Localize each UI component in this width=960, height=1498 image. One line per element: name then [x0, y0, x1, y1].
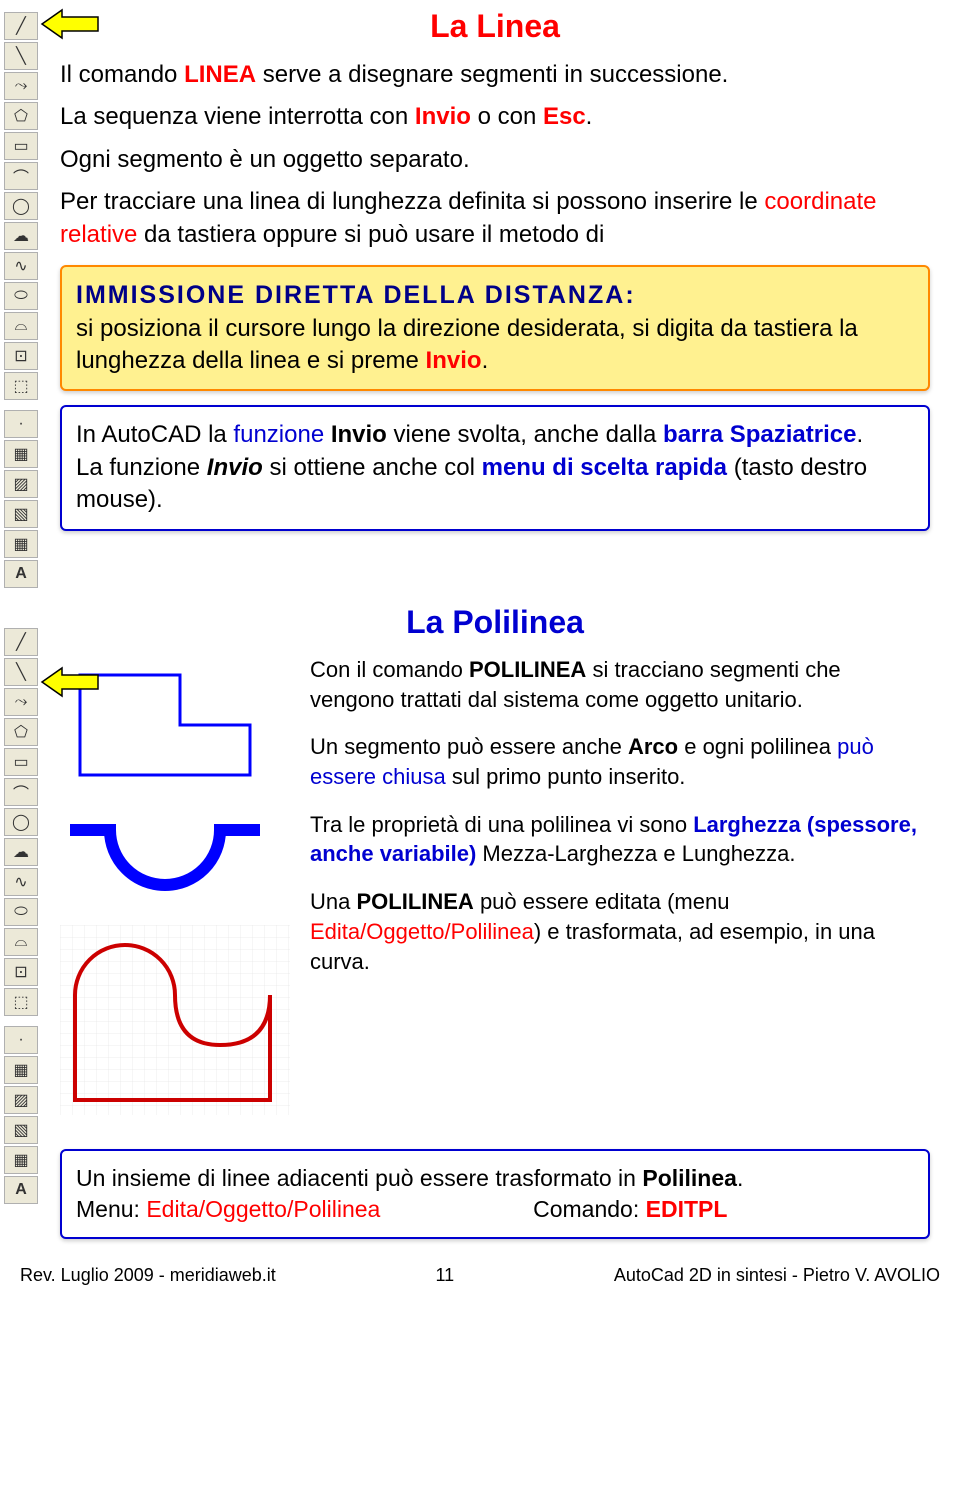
tool-block[interactable]: ⊡	[4, 342, 38, 370]
draw-toolbar-1: ╱ ╲ ⤳ ⬠ ▭ ⌒ ◯ ☁ ∿ ⬭ ⌓ ⊡ ⬚ · ▦ ▨ ▧ ▦ A	[4, 8, 42, 588]
tool-rect-2[interactable]: ▭	[4, 748, 38, 776]
tool-polygon-2[interactable]: ⬠	[4, 718, 38, 746]
tool-blockcreate-2[interactable]: ⬚	[4, 988, 38, 1016]
tool-spline[interactable]: ∿	[4, 252, 38, 280]
tool-revcloud[interactable]: ☁	[4, 222, 38, 250]
para-segmento: Ogni segmento è un oggetto separato.	[60, 144, 930, 176]
example-spline-polyline	[60, 925, 290, 1115]
tool-pline[interactable]: ⤳	[4, 72, 38, 100]
tool-ellipsearc[interactable]: ⌓	[4, 312, 38, 340]
tool-gradient[interactable]: ▨	[4, 470, 38, 498]
tool-point[interactable]: ·	[4, 410, 38, 438]
tool-xline-2[interactable]: ╲	[4, 658, 38, 686]
footer-page: 11	[435, 1265, 454, 1286]
box-autocad-invio: In AutoCAD la funzione Invio viene svolt…	[60, 405, 930, 530]
box-immissione: IMMISSIONE DIRETTA DELLA DISTANZA: si po…	[60, 265, 930, 392]
tool-blockcreate[interactable]: ⬚	[4, 372, 38, 400]
tool-revcloud-2[interactable]: ☁	[4, 838, 38, 866]
poli-para-3: Tra le proprietà di una polilinea vi son…	[310, 810, 930, 869]
tool-text-2[interactable]: A	[4, 1176, 38, 1204]
tool-polygon[interactable]: ⬠	[4, 102, 38, 130]
tool-block-2[interactable]: ⊡	[4, 958, 38, 986]
tool-pline-2[interactable]: ⤳	[4, 688, 38, 716]
footer-right: AutoCad 2D in sintesi - Pietro V. AVOLIO	[614, 1265, 940, 1286]
tool-hatch-2[interactable]: ▦	[4, 1056, 38, 1084]
tool-text[interactable]: A	[4, 560, 38, 588]
tool-region-2[interactable]: ▧	[4, 1116, 38, 1144]
title-linea: La Linea	[60, 8, 930, 45]
title-polilinea: La Polilinea	[60, 604, 930, 641]
polyline-examples	[60, 655, 290, 1135]
tool-ellipsearc-2[interactable]: ⌓	[4, 928, 38, 956]
tool-circle[interactable]: ◯	[4, 192, 38, 220]
tool-hatch[interactable]: ▦	[4, 440, 38, 468]
tool-circle-2[interactable]: ◯	[4, 808, 38, 836]
tool-table-2[interactable]: ▦	[4, 1146, 38, 1174]
tool-line-2[interactable]: ╱	[4, 628, 38, 656]
para-sequenza: La sequenza viene interrotta con Invio o…	[60, 101, 930, 133]
tool-gradient-2[interactable]: ▨	[4, 1086, 38, 1114]
tool-arc-2[interactable]: ⌒	[4, 778, 38, 806]
tool-table[interactable]: ▦	[4, 530, 38, 558]
immissione-title: IMMISSIONE DIRETTA DELLA DISTANZA:	[76, 279, 914, 313]
tool-spline-2[interactable]: ∿	[4, 868, 38, 896]
tool-rect[interactable]: ▭	[4, 132, 38, 160]
example-arc-polyline	[60, 815, 270, 905]
poli-para-2: Un segmento può essere anche Arco e ogni…	[310, 732, 930, 791]
tool-region[interactable]: ▧	[4, 500, 38, 528]
footer-left: Rev. Luglio 2009 - meridiaweb.it	[20, 1265, 276, 1286]
para-intro: Il comando LINEA serve a disegnare segme…	[60, 59, 930, 91]
poli-para-4: Una POLILINEA può essere editata (menu E…	[310, 887, 930, 976]
page-footer: Rev. Luglio 2009 - meridiaweb.it 11 Auto…	[0, 1261, 960, 1290]
tool-point-2[interactable]: ·	[4, 1026, 38, 1054]
tool-xline[interactable]: ╲	[4, 42, 38, 70]
box-editpl: Un insieme di linee adiacenti può essere…	[60, 1149, 930, 1239]
draw-toolbar-2: ╱ ╲ ⤳ ⬠ ▭ ⌒ ◯ ☁ ∿ ⬭ ⌓ ⊡ ⬚ · ▦ ▨ ▧ ▦ A	[4, 624, 42, 1204]
para-tracciare: Per tracciare una linea di lunghezza def…	[60, 186, 930, 251]
poli-para-1: Con il comando POLILINEA si tracciano se…	[310, 655, 930, 714]
tool-arc[interactable]: ⌒	[4, 162, 38, 190]
tool-ellipse[interactable]: ⬭	[4, 282, 38, 310]
tool-ellipse-2[interactable]: ⬭	[4, 898, 38, 926]
tool-line[interactable]: ╱	[4, 12, 38, 40]
